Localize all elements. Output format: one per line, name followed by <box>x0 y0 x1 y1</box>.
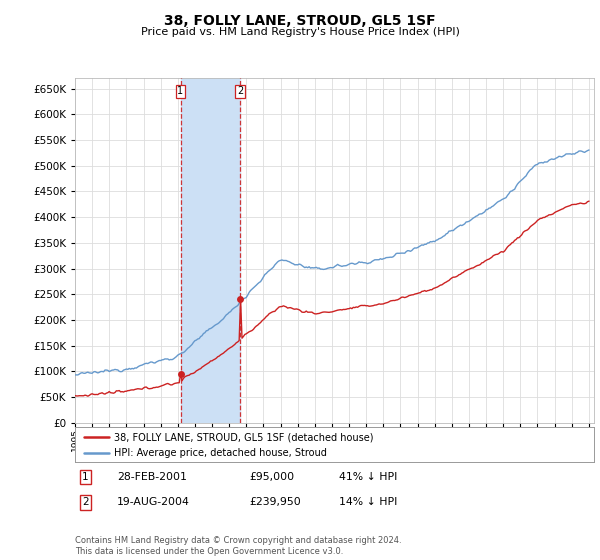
Text: 41% ↓ HPI: 41% ↓ HPI <box>339 472 397 482</box>
Text: 28-FEB-2001: 28-FEB-2001 <box>117 472 187 482</box>
Text: Price paid vs. HM Land Registry's House Price Index (HPI): Price paid vs. HM Land Registry's House … <box>140 27 460 37</box>
Text: 1: 1 <box>178 86 184 96</box>
Text: 38, FOLLY LANE, STROUD, GL5 1SF (detached house): 38, FOLLY LANE, STROUD, GL5 1SF (detache… <box>114 432 373 442</box>
Text: Contains HM Land Registry data © Crown copyright and database right 2024.
This d: Contains HM Land Registry data © Crown c… <box>75 536 401 556</box>
Text: 19-AUG-2004: 19-AUG-2004 <box>117 497 190 507</box>
Text: 14% ↓ HPI: 14% ↓ HPI <box>339 497 397 507</box>
Text: HPI: Average price, detached house, Stroud: HPI: Average price, detached house, Stro… <box>114 449 327 458</box>
Text: 1: 1 <box>82 472 89 482</box>
Text: £239,950: £239,950 <box>249 497 301 507</box>
Text: £95,000: £95,000 <box>249 472 294 482</box>
Text: 2: 2 <box>237 86 243 96</box>
Text: 38, FOLLY LANE, STROUD, GL5 1SF: 38, FOLLY LANE, STROUD, GL5 1SF <box>164 14 436 28</box>
Bar <box>181 78 240 423</box>
Text: 2: 2 <box>82 497 89 507</box>
